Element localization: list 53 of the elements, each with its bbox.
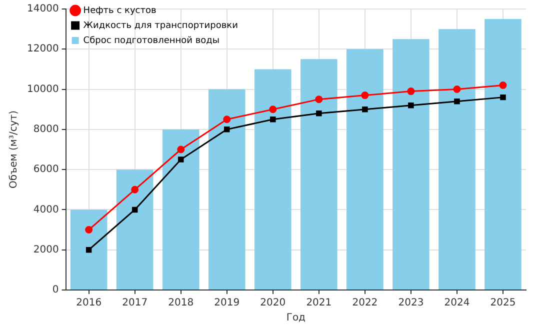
point <box>361 92 369 100</box>
bar <box>346 49 384 290</box>
x-tick-label: 2017 <box>122 298 148 309</box>
x-tick-label: 2025 <box>490 298 516 309</box>
x-tick-label: 2019 <box>214 298 240 309</box>
point <box>500 94 506 100</box>
bar <box>300 59 338 290</box>
x-tick-label: 2022 <box>352 298 378 309</box>
bar <box>392 39 430 290</box>
y-tick-label: 0 <box>52 284 59 296</box>
point <box>270 116 276 122</box>
point <box>362 106 368 112</box>
y-tick-label: 2000 <box>33 244 59 256</box>
point <box>269 106 277 114</box>
bar <box>116 170 154 290</box>
point <box>131 186 139 194</box>
y-tick-label: 10000 <box>27 84 59 95</box>
point <box>224 126 230 132</box>
bar <box>70 210 108 290</box>
y-tick-label: 12000 <box>27 44 59 55</box>
point <box>316 110 322 116</box>
y-tick-label: 14000 <box>27 4 59 15</box>
point <box>177 146 185 154</box>
point <box>499 82 507 90</box>
y-tick-label: 8000 <box>33 124 59 136</box>
bar <box>438 29 476 290</box>
point <box>454 98 460 104</box>
x-tick-label: 2016 <box>76 298 102 309</box>
point <box>453 86 461 94</box>
x-tick-label: 2021 <box>306 298 332 309</box>
y-tick-label: 6000 <box>33 164 59 176</box>
point <box>132 206 138 213</box>
x-tick-label: 2024 <box>444 298 470 309</box>
legend-label: Нефть с кустов <box>83 6 156 16</box>
legend-label: Жидкость для транспортировки <box>83 20 238 31</box>
bar <box>484 19 522 290</box>
bar <box>162 129 200 290</box>
x-axis-title: Год <box>286 312 306 324</box>
x-tick-label: 2020 <box>260 298 286 309</box>
legend-label: Сброс подготовленной воды <box>83 36 220 46</box>
point <box>85 226 93 234</box>
y-tick-label: 4000 <box>33 204 59 216</box>
point <box>315 96 323 104</box>
x-tick-label: 2018 <box>168 298 194 309</box>
x-tick-label: 2023 <box>398 298 424 309</box>
point <box>223 116 231 124</box>
y-axis-title: Объем (м³/сут) <box>8 110 20 188</box>
point <box>86 246 92 253</box>
bar <box>254 69 292 290</box>
point <box>407 88 415 96</box>
point <box>178 156 184 162</box>
point <box>408 102 414 108</box>
bar <box>208 89 246 290</box>
